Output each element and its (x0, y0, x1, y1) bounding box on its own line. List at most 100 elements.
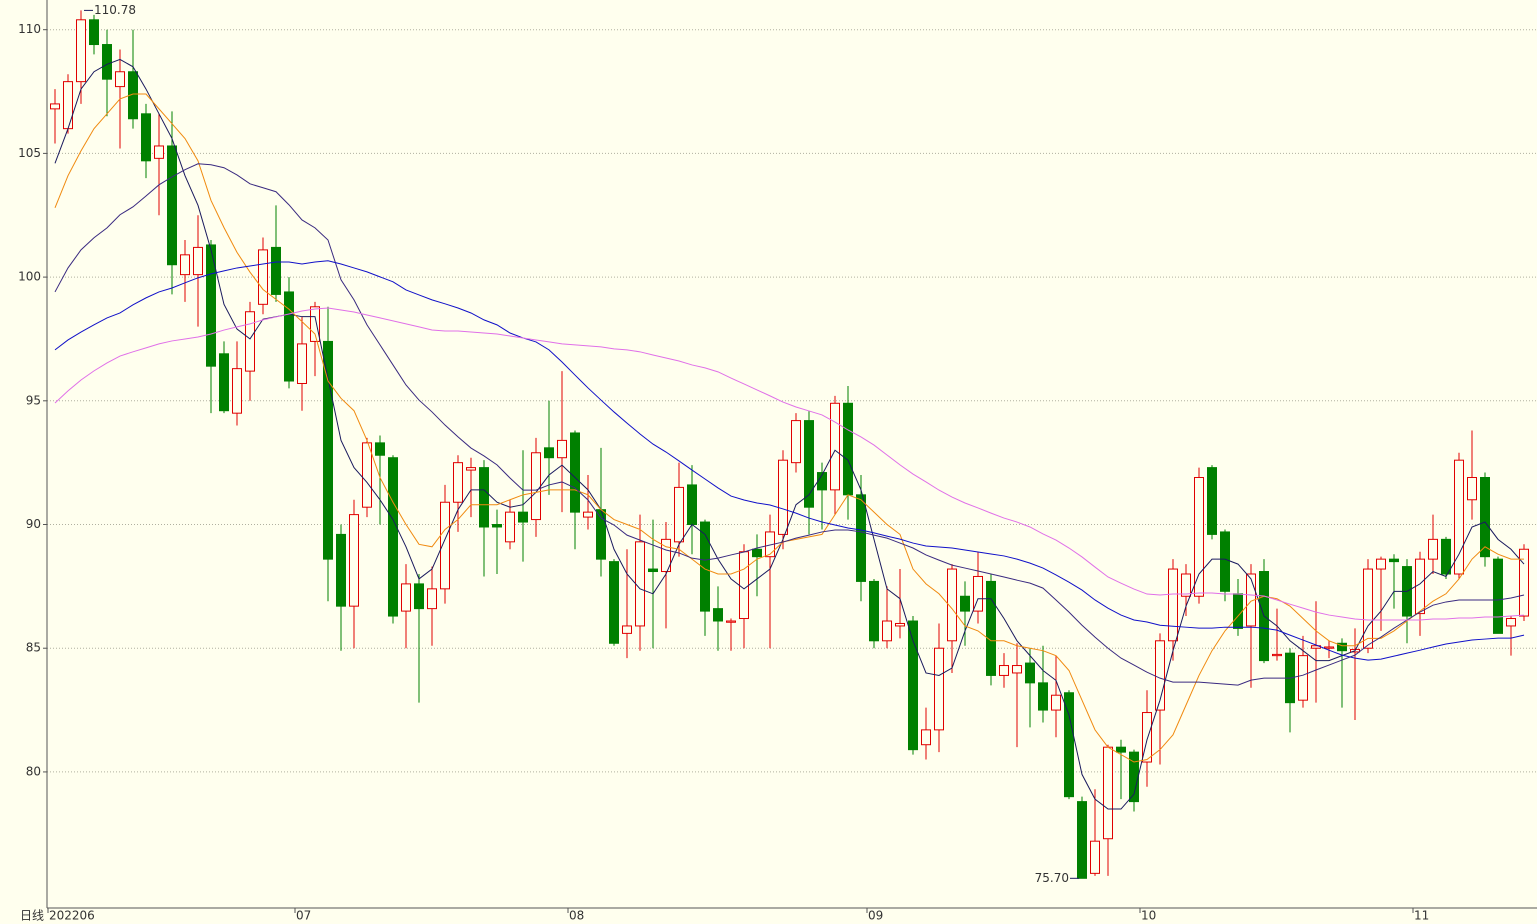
candle-body (700, 521, 710, 612)
candle-body (986, 580, 996, 676)
candle-body (609, 561, 619, 644)
candle-body (1038, 682, 1048, 711)
x-tick-label: 08 (569, 909, 584, 923)
moving-average-line (54, 58, 1525, 810)
candle-body (271, 246, 281, 295)
candle-body (505, 511, 515, 543)
moving-average-line (54, 163, 1525, 686)
candle-body (115, 71, 125, 88)
candle-body (349, 514, 359, 607)
candle-body (1441, 538, 1451, 575)
candle-body (193, 246, 203, 276)
candle-body (414, 583, 424, 610)
moving-average-line (54, 307, 1525, 621)
x-tick-label: 11 (1414, 909, 1429, 923)
candle-body (219, 353, 229, 412)
candle-body (375, 442, 385, 456)
y-tick-label: 110 (18, 22, 41, 36)
candle-body (557, 439, 567, 459)
candle-body (50, 103, 60, 110)
candle-body (1363, 568, 1373, 649)
candle-body (635, 541, 645, 627)
candle-body (167, 145, 177, 266)
candle-body (284, 291, 294, 382)
candle-body (63, 81, 73, 130)
candle-body (1389, 558, 1399, 563)
x-tick-label: 09 (868, 909, 883, 923)
candle-body (960, 595, 970, 612)
candle-body (999, 665, 1009, 676)
candle-body (1298, 655, 1308, 701)
candle-body (908, 620, 918, 751)
candle-body (778, 459, 788, 535)
candle-body (830, 402, 840, 491)
candle-body (141, 113, 151, 162)
candle-body (1233, 593, 1243, 629)
candle-body (1506, 618, 1516, 627)
candle-body (752, 548, 762, 558)
candle-body (726, 620, 736, 623)
candle-body (1324, 646, 1334, 649)
candle-body (973, 575, 983, 612)
candle-body (76, 19, 86, 83)
candle-body (453, 462, 463, 503)
candle-body (1220, 531, 1230, 592)
candle-body (1428, 538, 1438, 560)
candle-body (310, 306, 320, 342)
candle-body (206, 244, 216, 367)
candle-body (843, 402, 853, 496)
candle-body (596, 509, 606, 560)
candle-body (518, 511, 528, 523)
candle-body (869, 580, 879, 642)
y-tick-label: 85 (26, 641, 41, 655)
y-tick-label: 100 (18, 270, 41, 284)
candle-body (674, 486, 684, 543)
candle-body (544, 447, 554, 459)
y-tick-label: 105 (18, 146, 41, 160)
candle-body (1116, 746, 1126, 753)
candle-body (1155, 640, 1165, 711)
candle-body (661, 538, 671, 573)
candle-body (1454, 459, 1464, 575)
candle-body (1051, 694, 1061, 711)
candle-body (1493, 558, 1503, 634)
annotation-label: 110.78 (94, 3, 136, 17)
candle-body (1142, 712, 1152, 763)
candle-body (1012, 665, 1022, 674)
candle-body (1090, 840, 1100, 874)
candle-body (479, 467, 489, 528)
period-label: 日线 (20, 909, 44, 923)
x-tick-label: 10 (1141, 909, 1156, 923)
candle-body (258, 249, 268, 305)
candle-body (1519, 548, 1529, 617)
candle-body (687, 484, 697, 526)
candle-body (531, 452, 541, 521)
candle-body (713, 608, 723, 622)
candle-body (401, 583, 411, 612)
candle-body (1207, 467, 1217, 535)
candle-body (583, 511, 593, 518)
candle-body (648, 568, 658, 573)
moving-average-line (54, 260, 1525, 661)
candle-body (388, 457, 398, 617)
candle-body (1415, 558, 1425, 615)
candle-body (89, 19, 99, 46)
candle-body (947, 568, 957, 642)
candle-body (895, 622, 905, 627)
candle-body (245, 311, 255, 372)
candle-body (791, 420, 801, 464)
candle-body (492, 524, 502, 528)
candle-body (323, 340, 333, 560)
candle-body (1194, 477, 1204, 597)
candle-body (570, 432, 580, 513)
candle-body (232, 368, 242, 414)
x-tick-label: 07 (296, 909, 311, 923)
candle-body (1025, 662, 1035, 684)
candle-body (297, 343, 307, 384)
candle-body (1168, 568, 1178, 642)
candle-body (622, 625, 632, 634)
annotation-label: 75.70 (1035, 871, 1069, 885)
candle-body (362, 442, 372, 508)
y-tick-label: 95 (26, 393, 41, 407)
